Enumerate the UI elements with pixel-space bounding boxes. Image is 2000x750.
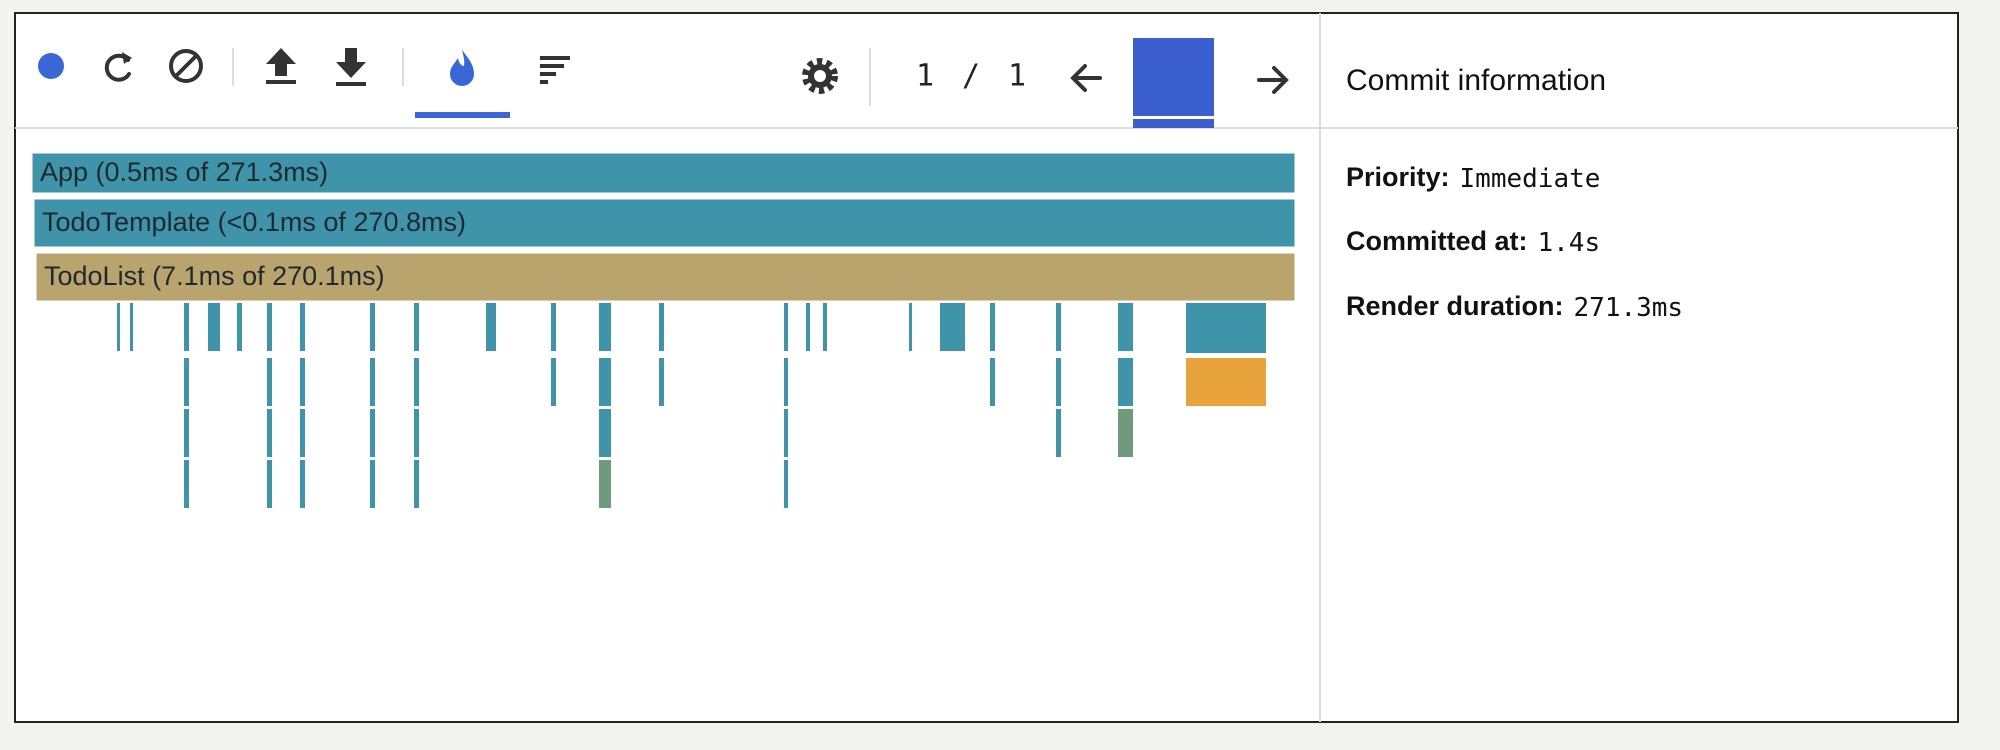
flame-child[interactable]: [117, 303, 120, 351]
flame-child[interactable]: [1118, 409, 1133, 457]
flame-node-label: TodoList (7.1ms of 270.1ms): [44, 261, 385, 291]
flame-child[interactable]: [599, 460, 611, 508]
flame-child[interactable]: [267, 358, 272, 406]
flame-child[interactable]: [300, 358, 305, 406]
record-button[interactable]: [38, 53, 64, 79]
flame-child[interactable]: [1186, 358, 1266, 406]
flame-child[interactable]: [130, 303, 133, 351]
flame-child[interactable]: [990, 358, 995, 406]
info-label: Priority:: [1346, 162, 1450, 192]
previous-commit[interactable]: [1070, 64, 1102, 92]
flame-node-label: TodoTemplate (<0.1ms of 270.8ms): [42, 207, 466, 237]
flame-graph: App (0.5ms of 271.3ms) TodoTemplate (<0.1…: [31, 152, 1296, 508]
flame-child[interactable]: [784, 303, 788, 351]
flame-child[interactable]: [370, 303, 375, 351]
flame-child[interactable]: [267, 409, 272, 457]
flame-child[interactable]: [1118, 358, 1133, 406]
flame-child[interactable]: [659, 303, 664, 351]
flame-child[interactable]: [414, 303, 419, 351]
commit-info: Priority: Immediate Committed at: 1.4s Rende…: [1346, 162, 1683, 322]
flame-child[interactable]: [784, 358, 788, 406]
commit-bar[interactable]: [1133, 38, 1214, 128]
save-button[interactable]: [336, 48, 366, 86]
flame-child[interactable]: [1056, 303, 1061, 351]
flame-child[interactable]: [300, 409, 305, 457]
flame-child[interactable]: [1186, 303, 1266, 353]
flame-child[interactable]: [267, 460, 272, 508]
info-value: 1.4s: [1538, 228, 1601, 258]
flame-child[interactable]: [823, 303, 827, 351]
flame-node-label: App (0.5ms of 271.3ms): [40, 157, 328, 187]
flame-child[interactable]: [267, 303, 272, 351]
flame-child[interactable]: [551, 303, 556, 351]
flame-child[interactable]: [990, 303, 995, 351]
flame-child[interactable]: [784, 409, 788, 457]
flame-child[interactable]: [599, 409, 611, 457]
flame-node[interactable]: [31, 152, 1296, 194]
flame-child[interactable]: [208, 303, 220, 351]
flame-child[interactable]: [300, 460, 305, 508]
flame-child[interactable]: [599, 358, 611, 406]
commit-separator: /: [962, 59, 980, 94]
flame-child[interactable]: [486, 303, 496, 351]
reload-button[interactable]: [104, 52, 132, 82]
flame-child[interactable]: [184, 303, 189, 351]
flame-child[interactable]: [1056, 409, 1061, 457]
flame-child[interactable]: [184, 460, 189, 508]
flame-child[interactable]: [940, 303, 965, 351]
flame-node[interactable]: [35, 252, 1296, 302]
info-field: Render duration: 271.3ms: [1346, 291, 1683, 322]
flame-child[interactable]: [370, 460, 375, 508]
flame-child[interactable]: [414, 460, 419, 508]
flame-child[interactable]: [370, 409, 375, 457]
flame-child[interactable]: [909, 303, 912, 351]
flamegraph-tab[interactable]: [415, 50, 510, 118]
flame-child[interactable]: [599, 303, 611, 351]
commit-total: 1: [1008, 59, 1026, 94]
load-button[interactable]: [266, 48, 296, 84]
flame-child[interactable]: [184, 358, 189, 406]
flame-child[interactable]: [370, 358, 375, 406]
next-commit[interactable]: [1257, 66, 1289, 94]
clear-button[interactable]: [169, 49, 203, 83]
flame-child[interactable]: [1118, 303, 1133, 351]
flame-child[interactable]: [184, 409, 189, 457]
flame-child[interactable]: [1056, 358, 1061, 406]
commit-index: 1: [916, 59, 934, 94]
flame-child[interactable]: [414, 358, 419, 406]
info-field: Priority: Immediate: [1346, 162, 1600, 193]
flame-node[interactable]: [33, 198, 1296, 248]
info-field: Committed at: 1.4s: [1346, 226, 1600, 257]
flame-child[interactable]: [551, 358, 556, 406]
flame-child[interactable]: [806, 303, 810, 351]
flame-child[interactable]: [300, 303, 305, 351]
info-value: 271.3ms: [1574, 293, 1684, 323]
flame-child[interactable]: [414, 409, 419, 457]
info-label: Render duration:: [1346, 291, 1564, 321]
flame-child[interactable]: [659, 358, 664, 406]
panel: [14, 12, 1959, 723]
ranked-tab[interactable]: [540, 56, 570, 84]
flame-child[interactable]: [784, 460, 788, 508]
commit-info-title: Commit information: [1346, 64, 1606, 97]
info-label: Committed at:: [1346, 226, 1528, 256]
info-value: Immediate: [1460, 164, 1601, 194]
settings-button[interactable]: [802, 58, 838, 94]
flame-child[interactable]: [237, 303, 242, 351]
